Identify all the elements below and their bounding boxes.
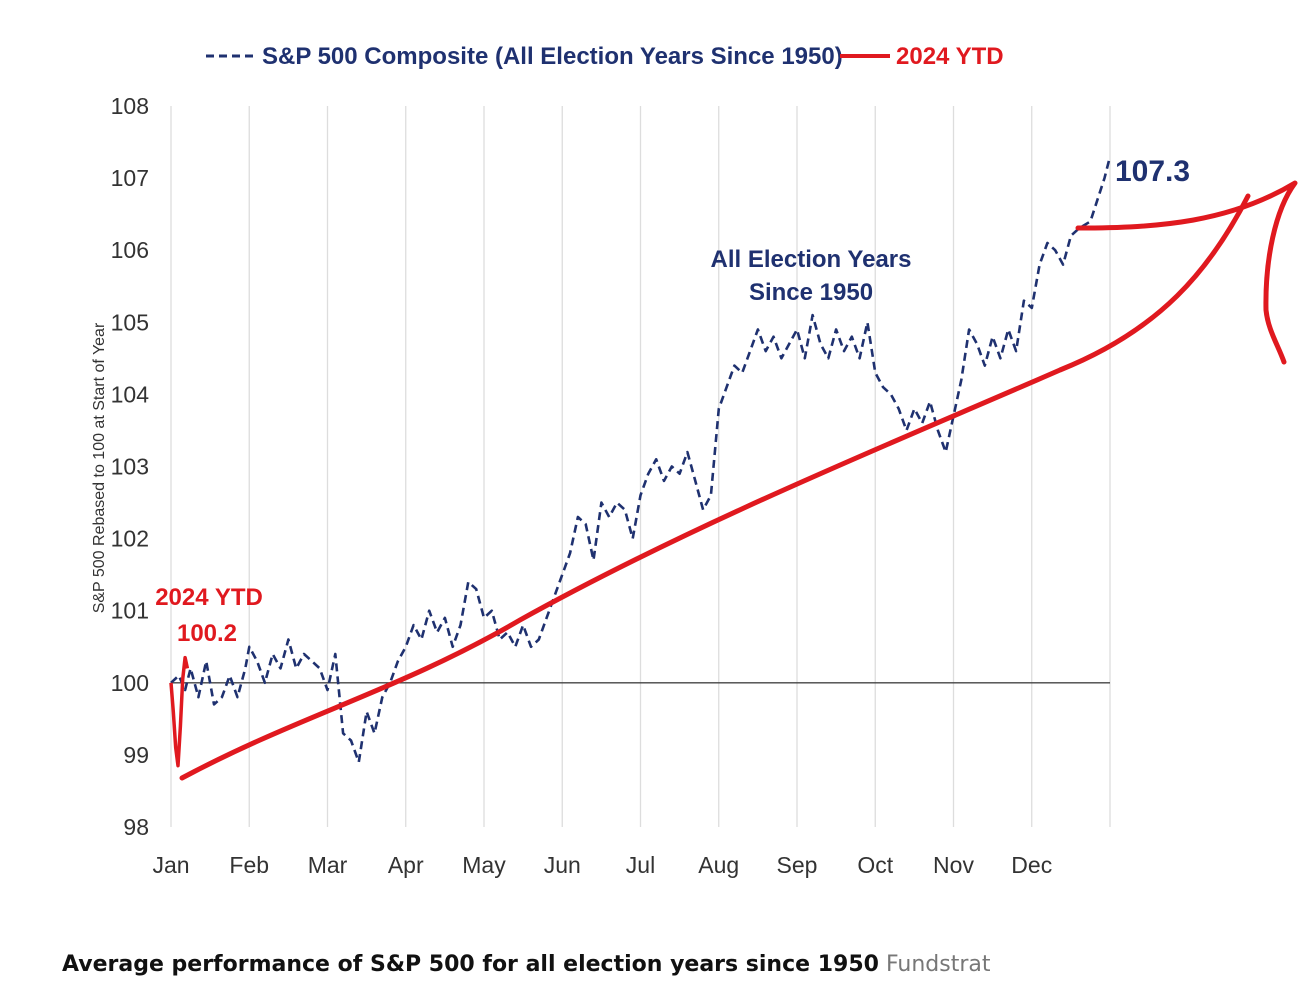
x-tick-label: Apr bbox=[388, 852, 424, 878]
x-tick-label: Jul bbox=[626, 852, 655, 878]
y-tick-label: 102 bbox=[111, 526, 149, 552]
x-tick-label: Nov bbox=[933, 852, 974, 878]
y-tick-label: 106 bbox=[111, 237, 149, 263]
y-tick-label: 108 bbox=[111, 93, 149, 119]
x-tick-label: Dec bbox=[1011, 852, 1052, 878]
figure-caption: Average performance of S&P 500 for all e… bbox=[62, 952, 990, 977]
x-tick-label: Feb bbox=[229, 852, 269, 878]
end-value-label: 107.3 bbox=[1115, 155, 1190, 188]
x-tick-label: Oct bbox=[857, 852, 893, 878]
axis-ticks: 98 99 100 101 102 103 104 105 106 107 108 Jan Feb Mar… bbox=[111, 93, 1053, 878]
arrow-head bbox=[1075, 180, 1298, 365]
caption-title: Average performance of S&P 500 for all e… bbox=[62, 952, 879, 977]
x-tick-label: Mar bbox=[308, 852, 348, 878]
ytd-series-line bbox=[169, 655, 190, 768]
y-tick-label: 105 bbox=[111, 309, 149, 335]
ytd-annotation-title: 2024 YTD bbox=[155, 584, 263, 611]
legend-composite-label: S&P 500 Composite (All Election Years Si… bbox=[262, 43, 843, 70]
y-tick-label: 100 bbox=[111, 670, 149, 696]
x-tick-label: Sep bbox=[777, 852, 818, 878]
y-axis-label: S&P 500 Rebased to 100 at Start of Year bbox=[91, 322, 108, 613]
legend-ytd-label: 2024 YTD bbox=[896, 43, 1004, 70]
y-tick-label: 101 bbox=[111, 598, 149, 624]
x-tick-label: Jan bbox=[152, 852, 189, 878]
series-annotation-line1: All Election Years bbox=[711, 246, 912, 273]
y-tick-label: 99 bbox=[123, 742, 149, 768]
y-tick-label: 104 bbox=[111, 381, 150, 407]
ytd-annotation: 2024 YTD 100.2 bbox=[155, 584, 263, 647]
series-annotation-line2: Since 1950 bbox=[749, 279, 873, 306]
y-tick-label: 103 bbox=[111, 454, 149, 480]
caption-source: Fundstrat bbox=[885, 952, 991, 977]
arrow-shaft bbox=[179, 193, 1251, 781]
x-tick-label: Jun bbox=[544, 852, 581, 878]
y-tick-label: 98 bbox=[123, 814, 149, 840]
legend: S&P 500 Composite (All Election Years Si… bbox=[206, 43, 1004, 70]
chart: S&P 500 Composite (All Election Years Si… bbox=[91, 43, 1298, 878]
ytd-annotation-value: 100.2 bbox=[177, 620, 237, 647]
series-annotation: All Election Years Since 1950 bbox=[711, 246, 912, 306]
x-tick-label: Aug bbox=[698, 852, 739, 878]
x-tick-label: May bbox=[462, 852, 506, 878]
y-tick-label: 107 bbox=[111, 165, 149, 191]
hand-drawn-arrow bbox=[179, 180, 1298, 781]
